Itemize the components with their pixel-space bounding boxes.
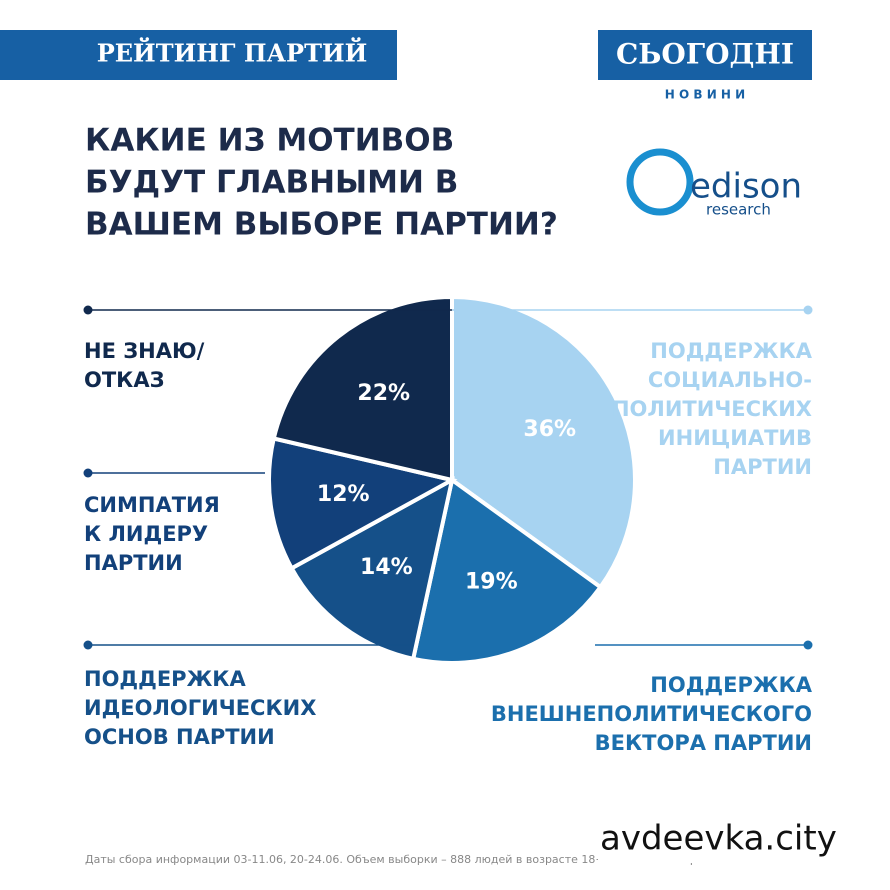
watermark-bg — [598, 815, 876, 863]
footer: Даты сбора информации 03-11.06, 20-24.06… — [85, 853, 744, 866]
category-label: ПОДДЕРЖКА — [650, 673, 812, 697]
leader-dot — [83, 305, 93, 315]
edison-icon — [626, 148, 694, 216]
category-label: ОТКАЗ — [84, 368, 165, 392]
pie-slice — [288, 476, 455, 662]
chart-title: КАКИЕ ИЗ МОТИВОВ — [85, 123, 454, 159]
category-label: ОСНОВ ПАРТИИ — [84, 725, 275, 749]
value-label: 12% — [317, 482, 370, 507]
value-label: 14% — [360, 555, 413, 580]
chart-title: БУДУТ ГЛАВНЫМИ В — [85, 165, 458, 201]
leader-dot — [803, 305, 813, 315]
category-label: ПОДДЕРЖКА — [650, 339, 812, 363]
value-label: 36% — [523, 417, 576, 442]
category-label: ИНИЦИАТИВ — [658, 426, 812, 450]
logo-box — [598, 30, 812, 80]
category-label: ВЕКТОРА ПАРТИИ — [595, 731, 812, 755]
category-label: ПАРТИИ — [713, 455, 812, 479]
logo: СЬОГОДНІ — [616, 38, 794, 71]
category-label: ПАРТИИ — [84, 551, 183, 575]
value-label: 22% — [357, 381, 410, 406]
category-label: ВНЕШНЕПОЛИТИЧЕСКОГО — [491, 702, 812, 726]
watermark: avdeevka.city — [600, 819, 837, 859]
leader-dot — [83, 468, 93, 478]
category-label: НЕ ЗНАЮ/ — [84, 339, 205, 363]
brand: edison — [690, 167, 802, 207]
leader-dot — [83, 640, 93, 650]
logo-sub: Н О В И Н И — [665, 88, 745, 102]
category-label: ИДЕОЛОГИЧЕСКИХ — [84, 696, 316, 720]
category-label: ПОЛИТИЧЕСКИХ — [612, 397, 812, 421]
category-label: К ЛИДЕРУ — [84, 522, 208, 546]
value-label: 19% — [465, 570, 518, 595]
category-label: СОЦИАЛЬНО- — [648, 368, 812, 392]
brand-sub: research — [706, 201, 771, 219]
category-label: ПОДДЕРЖКА — [84, 667, 246, 691]
pie-slice — [271, 294, 454, 483]
category-label: СИМПАТИЯ — [84, 493, 220, 517]
rubric-band — [0, 30, 397, 80]
pie-slice — [450, 294, 637, 590]
pie-slice — [410, 476, 604, 665]
chart-title: ВАШЕМ ВЫБОРЕ ПАРТИИ? — [85, 207, 558, 243]
leader-dot — [803, 640, 813, 650]
rubric: РЕЙТИНГ ПАРТИЙ — [97, 37, 368, 68]
